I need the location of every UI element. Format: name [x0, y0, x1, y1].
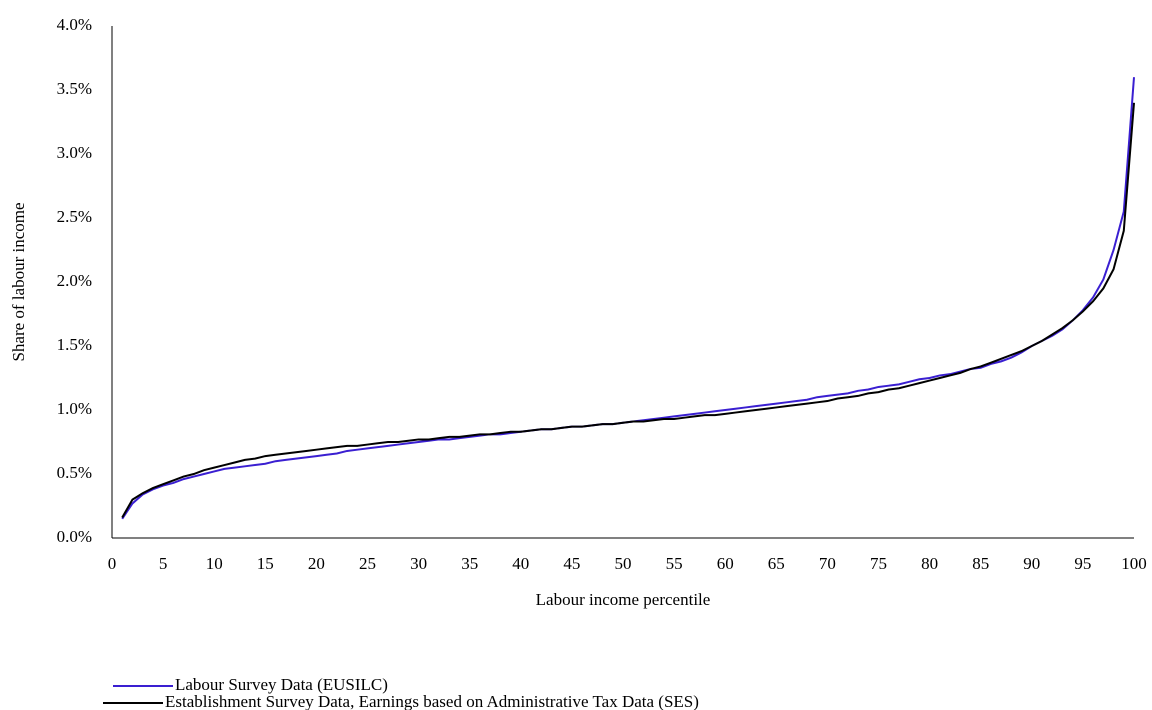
x-tick-label: 70: [819, 554, 836, 573]
x-tick-label: 60: [717, 554, 734, 573]
y-tick-label: 1.0%: [57, 399, 92, 418]
x-tick-label: 50: [615, 554, 632, 573]
y-tick-label: 3.0%: [57, 143, 92, 162]
x-tick-label: 90: [1023, 554, 1040, 573]
x-tick-label: 45: [563, 554, 580, 573]
x-tick-label: 85: [972, 554, 989, 573]
x-tick-label: 55: [666, 554, 683, 573]
series-line: [121, 77, 1135, 520]
legend-label: Labour Survey Data (EUSILC): [175, 675, 388, 694]
x-tick-label: 15: [257, 554, 274, 573]
x-tick-label: 25: [359, 554, 376, 573]
x-tick-label: 95: [1074, 554, 1091, 573]
y-tick-label: 2.5%: [57, 207, 92, 226]
x-tick-label: 5: [159, 554, 168, 573]
y-tick-label: 0.5%: [57, 463, 92, 482]
x-tick-label: 75: [870, 554, 887, 573]
x-tick-label: 10: [206, 554, 223, 573]
x-tick-label: 35: [461, 554, 478, 573]
x-tick-label: 80: [921, 554, 938, 573]
y-tick-label: 2.0%: [57, 271, 92, 290]
y-tick-label: 4.0%: [57, 15, 92, 34]
series-line: [121, 102, 1135, 519]
y-tick-label: 0.0%: [57, 527, 92, 546]
x-tick-label: 65: [768, 554, 785, 573]
y-tick-label: 3.5%: [57, 79, 92, 98]
x-tick-label: 20: [308, 554, 325, 573]
x-tick-label: 100: [1121, 554, 1147, 573]
legend-label: Establishment Survey Data, Earnings base…: [165, 692, 699, 710]
x-axis-title: Labour income percentile: [536, 590, 711, 609]
y-axis-title: Share of labour income: [9, 202, 28, 361]
x-tick-label: 30: [410, 554, 427, 573]
x-tick-label: 0: [108, 554, 117, 573]
y-tick-label: 1.5%: [57, 335, 92, 354]
x-tick-label: 40: [512, 554, 529, 573]
